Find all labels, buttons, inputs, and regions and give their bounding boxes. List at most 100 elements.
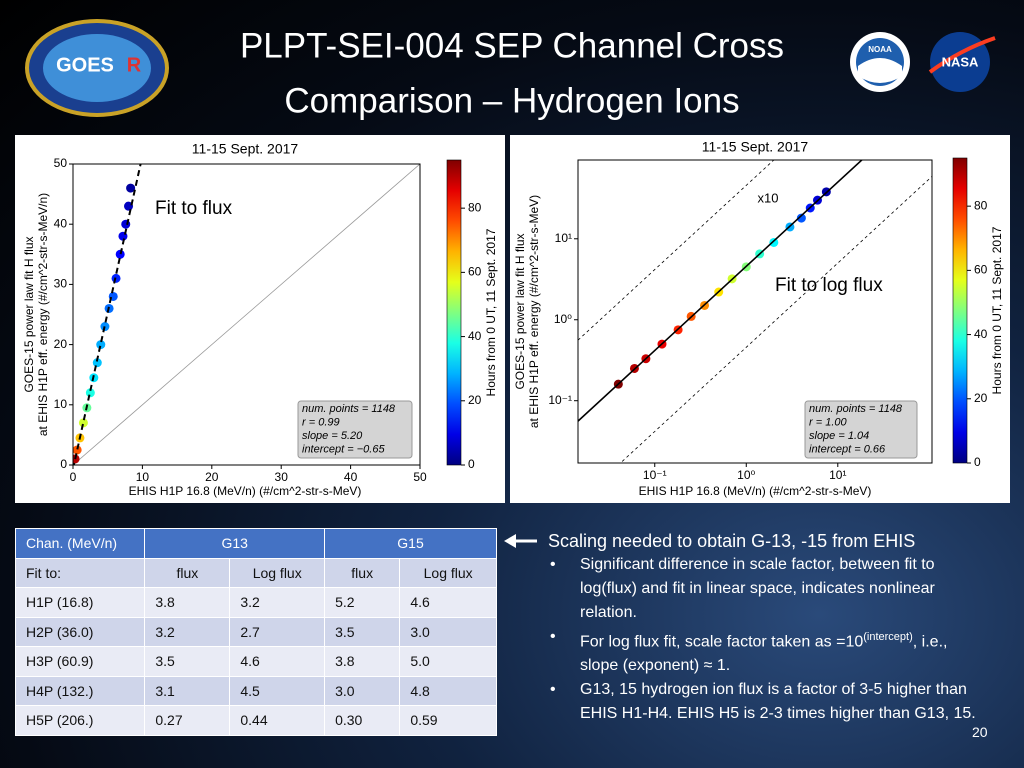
data-point	[115, 249, 125, 259]
data-point	[769, 237, 779, 247]
table-header-row: Chan. (MeV/n) G13 G15	[14, 528, 497, 559]
subheader-cell: Log flux	[399, 557, 497, 588]
table-cell: H2P (36.0)	[14, 616, 146, 647]
y-tick-label: 10	[54, 397, 68, 411]
title-line: PLPT-SEI-004 SEP Channel Cross	[240, 26, 784, 65]
stats-line: intercept = −0.65	[302, 443, 385, 455]
table-row: H2P (36.0) 3.2 2.7 3.5 3.0	[14, 616, 497, 647]
noaa-logo: NOAA	[850, 32, 910, 92]
bullet-text: Significant difference in scale factor, …	[580, 556, 935, 621]
y-axis-label: at EHIS H1P eff. energy (#/cm^2-str-s-Me…	[527, 195, 541, 428]
table-row: H4P (132.) 3.1 4.5 3.0 4.8	[14, 675, 497, 706]
colorbar-tick-label: 40	[974, 327, 988, 341]
table-cell: 3.5	[144, 646, 231, 677]
data-point	[92, 358, 102, 368]
x-tick-label: 10⁰	[737, 468, 755, 482]
table-cell: 3.5	[324, 616, 401, 647]
logo-text: GOES	[56, 54, 114, 76]
colorbar-tick-label: 20	[974, 391, 988, 405]
table-row: H3P (60.9) 3.5 4.6 3.8 5.0	[14, 646, 497, 677]
fit-line	[578, 160, 864, 422]
data-point	[96, 340, 106, 350]
subheader-cell: flux	[324, 557, 401, 588]
bullet-text: For log flux fit, scale factor taken as …	[580, 633, 864, 651]
table-subheader-row: Fit to: flux Log flux flux Log flux	[14, 557, 497, 588]
table-cell: H3P (60.9)	[14, 646, 146, 677]
stats-box	[804, 400, 918, 459]
y-tick-label: 10¹	[555, 231, 572, 245]
table-cell: 3.1	[144, 675, 231, 706]
reference-line	[73, 164, 420, 465]
data-point	[73, 454, 80, 464]
stats-line: slope = 1.04	[809, 430, 869, 442]
title-line: Comparison – Hydrogen Ions	[284, 81, 739, 120]
table-cell: 4.6	[399, 587, 497, 618]
table-cell: 4.5	[229, 675, 326, 706]
bullet: For log flux fit, scale factor taken as …	[550, 625, 978, 678]
colorbar-tick-label: 80	[974, 198, 988, 212]
x-axis-label: EHIS H1P 16.8 (MeV/n) (#/cm^2-str-s-MeV)	[639, 484, 872, 498]
header-cell: G15	[324, 528, 497, 559]
stats-line: r = 0.99	[302, 416, 340, 428]
x-tick-label: 10	[136, 470, 150, 484]
table-cell: 5.0	[399, 646, 497, 677]
table-cell: 5.2	[324, 587, 401, 618]
y-axis-label: at EHIS H1P eff. energy (#/cm^2-str-s-Me…	[36, 193, 50, 436]
colorbar	[446, 159, 462, 466]
table-cell: H4P (132.)	[14, 675, 146, 706]
y-tick-label: 20	[54, 337, 68, 351]
table-cell: H1P (16.8)	[14, 587, 146, 618]
chart: 11-15 Sept. 2017 0 10 20 30 40 50 0 10 20 30 40 50 EH…	[15, 135, 505, 503]
colorbar-tick-label: 40	[468, 329, 482, 343]
logo-text: NOAA	[868, 45, 892, 54]
goes-logo: GOES R	[25, 19, 169, 117]
bullet-text: G13, 15 hydrogen ion flux is a factor of…	[580, 681, 976, 723]
logo-text: R	[127, 54, 142, 76]
data-point	[85, 388, 95, 398]
data-point	[73, 445, 82, 455]
bullet-text: , i.e., slope (exponent) ≈ 1.	[580, 633, 948, 675]
plot-area	[73, 164, 420, 465]
scaling-table: Chan. (MeV/n) G13 G15 Fit to: flux Log flux fl…	[14, 528, 497, 736]
table-cell: H5P (206.)	[14, 705, 146, 736]
table-row: H5P (206.) 0.27 0.44 0.30 0.59	[14, 705, 497, 736]
table-cell: 4.8	[399, 675, 497, 706]
table-cell: 0.44	[229, 705, 326, 736]
chart-title: 11-15 Sept. 2017	[192, 141, 299, 157]
colorbar-tick-label: 80	[468, 200, 482, 214]
table-cell: 3.0	[399, 616, 497, 647]
table-cell: 4.6	[229, 646, 326, 677]
table-cell: 3.8	[324, 646, 401, 677]
x-tick-label: 10⁻¹	[643, 468, 667, 482]
chart: 11-15 Sept. 2017 10⁻¹ 10⁰ 10¹ 10⁻¹ 10⁰ 10¹ EHIS…	[510, 135, 1010, 503]
x-tick-label: 40	[344, 470, 358, 484]
plot-frame	[72, 163, 421, 466]
x-tick-label: 50	[413, 470, 427, 484]
stats-box	[297, 400, 413, 459]
y-tick-label: 30	[54, 277, 68, 291]
stats-line: intercept = 0.66	[809, 443, 886, 455]
data-point	[78, 418, 88, 428]
stats-line: num. points = 1148	[302, 403, 396, 415]
page-number: 20	[972, 724, 988, 740]
data-point	[126, 183, 136, 193]
colorbar-tick-label: 0	[974, 455, 981, 469]
band-line	[619, 176, 932, 463]
notes: Scaling needed to obtain G-13, -15 from …	[548, 529, 978, 726]
plot-area	[578, 160, 932, 463]
notes-heading: Scaling needed to obtain G-13, -15 from …	[548, 531, 916, 551]
table-cell: 3.8	[144, 587, 231, 618]
x-tick-label: 0	[70, 470, 77, 484]
annotation: Fit to flux	[155, 198, 233, 219]
table-cell: 3.2	[144, 616, 231, 647]
y-tick-label: 40	[54, 216, 68, 230]
plot-frame	[577, 159, 933, 464]
subheader-cell: Log flux	[229, 557, 326, 588]
bullet: G13, 15 hydrogen ion flux is a factor of…	[550, 678, 978, 726]
data-point	[796, 213, 806, 223]
bullet-list: Significant difference in scale factor, …	[548, 553, 978, 726]
table-row: H1P (16.8) 3.8 3.2 5.2 4.6	[14, 587, 497, 618]
pointer-arrow	[504, 534, 537, 548]
x-axis-label: EHIS H1P 16.8 (MeV/n) (#/cm^2-str-s-MeV)	[129, 484, 362, 498]
